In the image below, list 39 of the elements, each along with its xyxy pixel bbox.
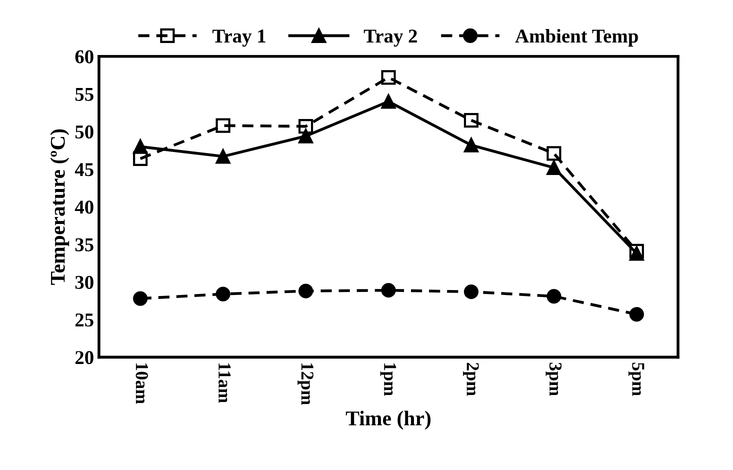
x-tick-label: 12pm <box>298 364 314 405</box>
point <box>629 307 644 322</box>
x-tick-label: 10am <box>136 364 148 404</box>
y-tick-label: 30 <box>75 276 94 289</box>
x-tick-label: 11am <box>218 364 231 403</box>
y-axis-title: Temperature (ºC) <box>50 129 70 285</box>
point <box>464 284 479 300</box>
x-tick-label: 1pm <box>380 364 396 396</box>
point <box>381 282 396 298</box>
legend-label: Tray 1 <box>212 30 266 47</box>
point <box>298 284 314 298</box>
y-tick-label: 25 <box>75 313 94 327</box>
y-tick-label: 45 <box>74 163 94 176</box>
point <box>546 160 562 175</box>
point <box>546 146 562 161</box>
legend-label: Tray 2 <box>364 30 417 47</box>
x-tick-label: 5pm <box>628 362 644 396</box>
point <box>381 94 396 109</box>
point <box>216 118 230 133</box>
point <box>133 291 148 306</box>
point <box>381 70 396 85</box>
point <box>546 288 562 304</box>
y-tick-label: 55 <box>75 88 94 101</box>
y-tick-label: 35 <box>75 238 94 252</box>
point <box>216 286 230 302</box>
x-tick-label: 2pm <box>463 362 479 396</box>
point <box>133 151 148 166</box>
legend-label: Ambient Temp <box>515 28 638 47</box>
x-tick-label: 3pm <box>546 362 562 396</box>
point <box>464 138 479 152</box>
point <box>298 128 314 144</box>
y-tick-label: 60 <box>75 50 94 64</box>
y-tick-label: 20 <box>75 351 94 364</box>
point <box>298 119 314 134</box>
y-tick-label: 50 <box>75 125 94 139</box>
point <box>216 149 230 164</box>
point <box>464 113 479 128</box>
x-axis-title: Time (hr) <box>346 410 430 430</box>
y-tick-label: 40 <box>74 200 94 214</box>
